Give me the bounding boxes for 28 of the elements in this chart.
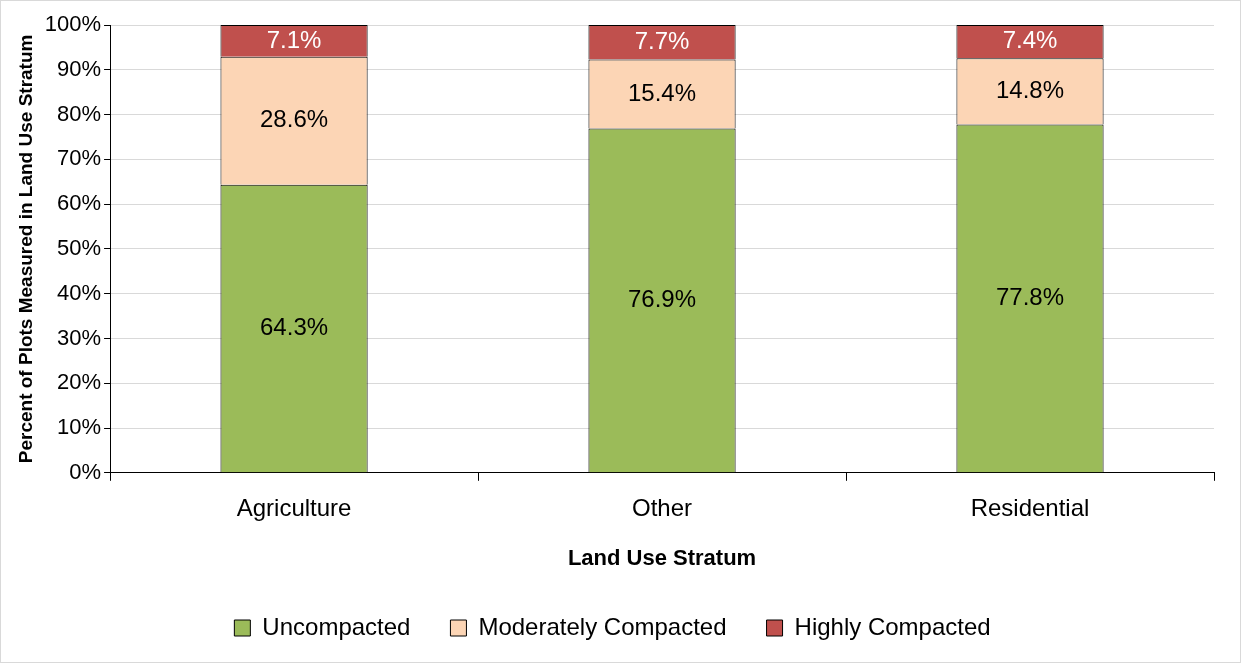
x-tick-label: Residential bbox=[970, 493, 1090, 521]
data-label: 7.4% bbox=[1002, 26, 1058, 54]
y-tick-label: 60% bbox=[57, 190, 102, 216]
data-label: 7.7% bbox=[634, 26, 690, 54]
legend-label: Moderately Compacted bbox=[478, 612, 727, 640]
y-tick-label: 0% bbox=[69, 458, 102, 484]
y-tick-label: 30% bbox=[57, 324, 102, 350]
data-label: 76.9% bbox=[628, 285, 697, 312]
y-tick-label: 20% bbox=[57, 369, 102, 395]
y-tick-label: 70% bbox=[57, 145, 102, 171]
x-axis-title: Land Use Stratum bbox=[567, 544, 757, 570]
data-label: 28.6% bbox=[260, 105, 329, 133]
legend-label: Uncompacted bbox=[262, 612, 411, 640]
x-tick-label: Other bbox=[632, 493, 693, 521]
data-label: 77.8% bbox=[995, 282, 1065, 310]
data-label: 14.8% bbox=[995, 75, 1065, 103]
data-label: 7.1% bbox=[266, 25, 322, 53]
y-axis-title: Percent of Plots Measured in Land Use Stratum bbox=[14, 34, 36, 464]
x-tick-label: Agriculture bbox=[236, 493, 352, 521]
y-tick-label: 100% bbox=[44, 11, 102, 37]
legend-label: Highly Compacted bbox=[794, 612, 991, 640]
y-tick-label: 10% bbox=[57, 414, 102, 440]
y-tick-label: 80% bbox=[57, 100, 102, 126]
y-tick-label: 50% bbox=[57, 234, 102, 260]
data-label: 15.4% bbox=[628, 78, 697, 106]
y-tick-label: 90% bbox=[57, 55, 102, 81]
y-tick-label: 40% bbox=[57, 279, 102, 305]
data-label: 64.3% bbox=[260, 313, 329, 341]
